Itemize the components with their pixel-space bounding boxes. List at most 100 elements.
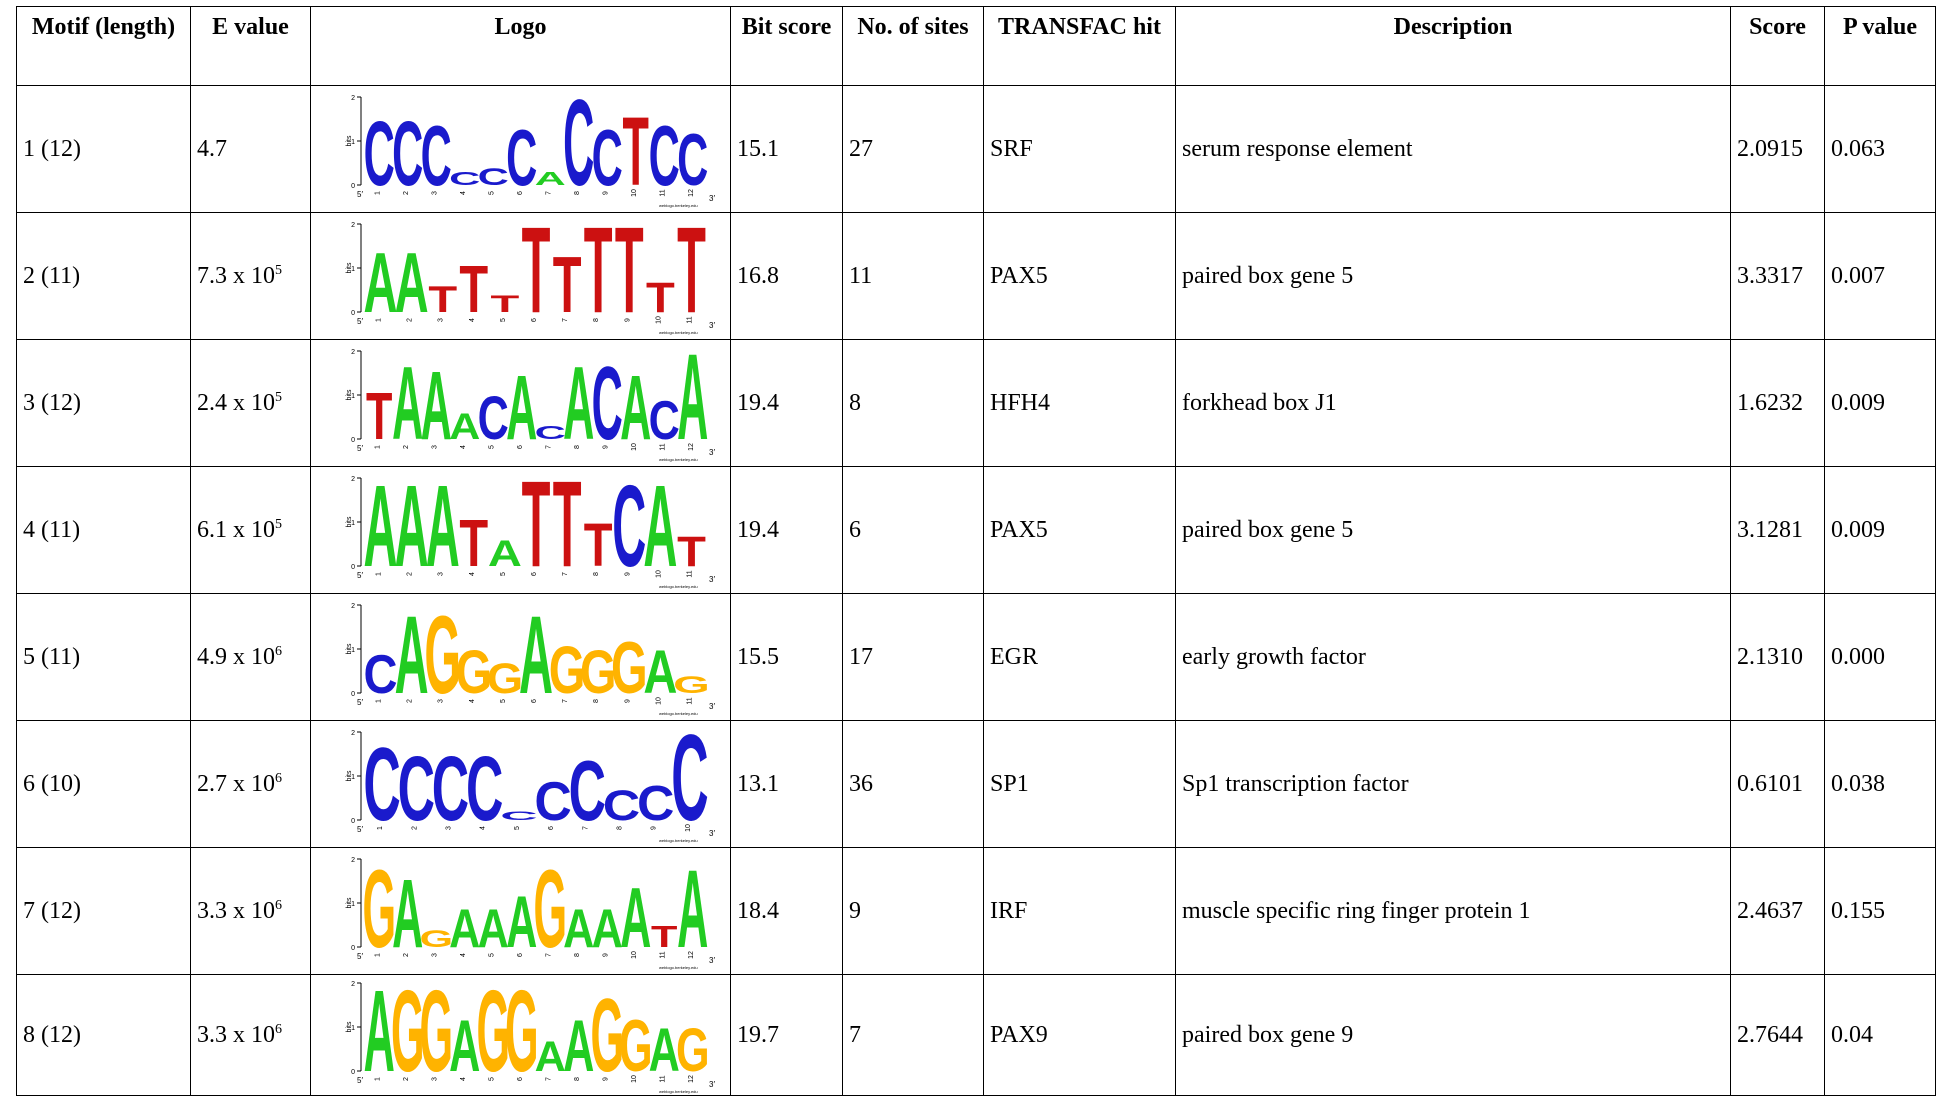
logo-position-label: 11 [686, 316, 693, 323]
logo-position-label: 10 [630, 443, 637, 451]
logo-letter-T: T [490, 290, 519, 317]
logo-letter-T: T [459, 252, 488, 327]
logo-position-label: 7 [545, 953, 552, 957]
logo-letter-A: A [487, 533, 521, 574]
logo-letter-A: A [677, 851, 708, 971]
logo-letter-C: C [420, 109, 451, 204]
logo-position-label: 6 [531, 318, 538, 322]
header-bitscore: Bit score [730, 6, 843, 86]
logo-position-label: 6 [516, 953, 523, 957]
logo-letter-C: C [363, 644, 397, 705]
logo-letter-A: A [363, 975, 394, 1095]
logo-letter-G: G [533, 851, 567, 971]
logo-letter-T: T [552, 470, 581, 590]
logo-position-label: 10 [655, 316, 662, 324]
logo-position-label: 8 [593, 318, 600, 322]
logo-five-prime: 5′ [357, 571, 363, 580]
logo-letter-G: G [504, 975, 538, 1095]
logo-credit: weblogo.berkeley.edu [659, 457, 698, 462]
logo-position-label: 7 [582, 826, 589, 830]
logo-credit: weblogo.berkeley.edu [659, 584, 698, 589]
logo-letter-C: C [449, 169, 480, 189]
evalue-exponent: 5 [275, 516, 282, 532]
logo-position-label: 10 [630, 951, 637, 959]
logo-three-prime: 3′ [709, 702, 715, 711]
logo-position-label: 9 [602, 445, 609, 449]
logo-letter-A: A [506, 357, 537, 459]
logo-y-label: bits [346, 897, 353, 908]
logo-position-label: 2 [406, 318, 413, 322]
logo-y-label: bits [346, 262, 353, 273]
pvalue-cell: 0.038 [1824, 720, 1936, 848]
sites-cell: 7 [842, 974, 984, 1096]
evalue-exponent: 6 [275, 643, 282, 659]
logo-letter-T: T [521, 216, 550, 336]
logo-letter-T: T [614, 216, 643, 336]
logo-letter-A: A [392, 860, 423, 969]
logo-y-label: bits [346, 1021, 353, 1032]
logo-position-label: 7 [545, 1077, 552, 1081]
logo-letter-C: C [563, 89, 594, 209]
table-row: 3 (12) 2.4 x 105 0 1 2 bits T 1 A 2 A 3 A 4 C 5 A 6 C 7 A 8 C 9… [16, 339, 1936, 467]
description-cell: Sp1 transcription factor [1175, 720, 1731, 848]
logo-letter-T: T [552, 240, 581, 329]
sites-cell: 9 [842, 847, 984, 975]
transfac-cell: PAX5 [983, 212, 1176, 340]
pvalue-cell: 0.063 [1824, 85, 1936, 213]
logo-position-label: 2 [402, 953, 409, 957]
logo-letter-G: G [455, 638, 492, 706]
logo-tick-label: 1 [351, 774, 355, 781]
logo-position-label: 9 [624, 318, 631, 322]
logo-tick-label: 0 [351, 1069, 355, 1076]
description-cell: muscle specific ring finger protein 1 [1175, 847, 1731, 975]
logo-letter-G: G [618, 1005, 652, 1087]
logo-letter-G: G [548, 633, 585, 708]
logo-three-prime: 3′ [709, 321, 715, 330]
logo-letter-A: A [648, 1017, 679, 1085]
logo-position-label: 3 [437, 318, 444, 322]
logo-letter-G: G [362, 851, 396, 971]
description-cell: paired box gene 5 [1175, 466, 1731, 594]
score-cell: 1.6232 [1730, 339, 1825, 467]
logo-tick-label: 0 [351, 183, 355, 190]
logo-position-label: 1 [375, 572, 382, 576]
logo-letter-C: C [591, 113, 622, 202]
logo-letter-G: G [390, 975, 424, 1095]
logo-position-label: 2 [402, 445, 409, 449]
table-row: 4 (11) 6.1 x 105 0 1 2 bits A 1 A 2 A 3 T 4 A 5 T 6 T 7 T 8 C 9… [16, 466, 1936, 594]
logo-letter-C: C [431, 738, 468, 840]
logo-letter-A: A [620, 871, 651, 966]
logo-letter-T: T [428, 279, 457, 320]
logo-cell: 0 1 2 bits T 1 A 2 A 3 A 4 C 5 A 6 C 7 A 8 C 9 A 10 C 11 A 12 5′ 3′ we… [310, 339, 731, 467]
logo-letter-C: C [397, 738, 434, 840]
logo-position-label: 8 [593, 572, 600, 576]
logo-letter-C: C [477, 385, 508, 453]
logo-letter-T: T [583, 511, 612, 579]
transfac-cell: SP1 [983, 720, 1176, 848]
logo-letter-G: G [424, 597, 461, 716]
logo-position-label: 6 [531, 572, 538, 576]
logo-letter-C: C [636, 775, 673, 830]
evalue-base: 7.3 x 10 [197, 262, 275, 289]
logo-position-label: 6 [548, 826, 555, 830]
evalue-base: 4.9 x 10 [197, 643, 275, 670]
logo-position-label: 5 [488, 191, 495, 195]
logo-letter-A: A [534, 1033, 565, 1081]
logo-position-label: 5 [499, 318, 506, 322]
evalue-base: 3.3 x 10 [197, 1021, 275, 1048]
logo-position-label: 7 [562, 318, 569, 322]
logo-tick-label: 2 [351, 349, 355, 356]
logo-tick-label: 0 [351, 310, 355, 317]
logo-position-label: 12 [687, 443, 694, 451]
logo-position-label: 2 [411, 826, 418, 830]
logo-letter-T: T [645, 273, 674, 322]
pvalue-cell: 0.009 [1824, 466, 1936, 594]
logo-letter-A: A [394, 470, 428, 590]
logo-tick-label: 0 [351, 564, 355, 571]
logo-letter-A: A [477, 898, 508, 959]
logo-letter-A: A [677, 343, 708, 463]
